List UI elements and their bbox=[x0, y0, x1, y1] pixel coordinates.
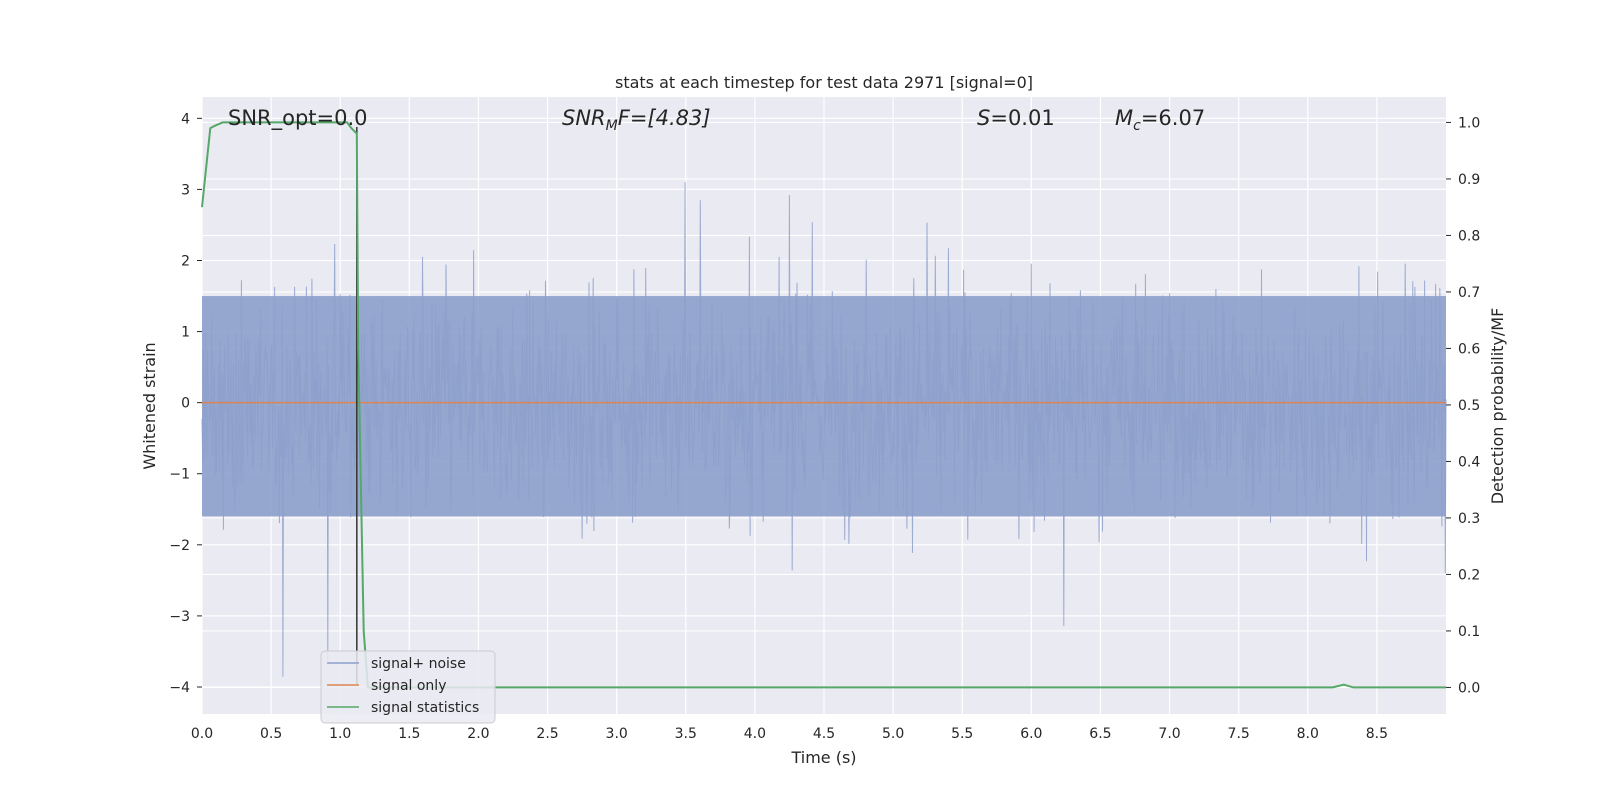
annotation-s: S=0.01 bbox=[977, 106, 1055, 130]
y-tick-label-left: 0 bbox=[181, 396, 190, 412]
x-tick-label: 1.5 bbox=[398, 726, 420, 742]
s-main: S bbox=[977, 106, 990, 130]
x-tick-label: 3.5 bbox=[675, 726, 697, 742]
x-tick-label: 6.5 bbox=[1089, 726, 1111, 742]
mc-rest: =6.07 bbox=[1141, 106, 1205, 130]
legend-box bbox=[320, 650, 496, 724]
snr-mf-rest: F=[4.83] bbox=[618, 106, 711, 130]
x-tick-label: 6.0 bbox=[1020, 726, 1042, 742]
y-tick-label-left: 1 bbox=[181, 325, 190, 341]
x-tick-label: 3.0 bbox=[606, 726, 628, 742]
y-tick-label-right: 0.4 bbox=[1458, 454, 1480, 470]
snr-mf-sub: M bbox=[606, 118, 618, 134]
x-tick-label: 5.5 bbox=[951, 726, 973, 742]
y-tick-label-right: 1.0 bbox=[1458, 115, 1480, 131]
annotation-snr-mf: SNRMF=[4.83] bbox=[562, 106, 711, 134]
annotation-snr-opt: SNR_opt=0.0 bbox=[228, 106, 368, 131]
mc-sub: c bbox=[1133, 118, 1141, 134]
y-tick-label-left: −4 bbox=[169, 680, 190, 696]
x-tick-label: 2.5 bbox=[536, 726, 558, 742]
y-tick-label-right: 0.8 bbox=[1458, 228, 1480, 244]
noise-core-band bbox=[202, 296, 1446, 517]
y-tick-label-right: 0.5 bbox=[1458, 398, 1480, 414]
x-tick-label: 1.0 bbox=[329, 726, 351, 742]
noise-series bbox=[201, 181, 1447, 677]
ticks: 0.0 0.5 1.0 1.5 2.0 2.5 3.0 3.5 4.0 4.5 5.0 5.5 6.0 6… bbox=[169, 111, 1480, 742]
y-tick-label-left: −1 bbox=[169, 467, 190, 483]
y-tick-label-left: −2 bbox=[169, 538, 190, 554]
legend: signal+ noise signal only signal statist… bbox=[320, 650, 496, 724]
x-tick-label: 2.0 bbox=[467, 726, 489, 742]
y-tick-label-right: 0.7 bbox=[1458, 285, 1480, 301]
y-tick-label-left: 3 bbox=[181, 182, 190, 198]
x-tick-label: 4.0 bbox=[744, 726, 766, 742]
y-tick-label-right: 0.9 bbox=[1458, 172, 1480, 188]
y-tick-label-right: 0.1 bbox=[1458, 624, 1480, 640]
legend-label-noise: signal+ noise bbox=[371, 656, 466, 672]
x-tick-label: 8.5 bbox=[1366, 726, 1388, 742]
x-tick-label: 5.0 bbox=[882, 726, 904, 742]
legend-label-signal: signal only bbox=[371, 678, 446, 694]
mc-main: M bbox=[1115, 106, 1133, 130]
x-tick-label: 4.5 bbox=[813, 726, 835, 742]
s-rest: =0.01 bbox=[990, 106, 1054, 130]
y-axis-label-right: Detection probability/MF bbox=[1488, 308, 1507, 505]
y-tick-label-left: 2 bbox=[181, 253, 190, 269]
y-tick-label-left: 4 bbox=[181, 111, 190, 127]
y-tick-label-right: 0.6 bbox=[1458, 341, 1480, 357]
x-tick-label: 0.0 bbox=[191, 726, 213, 742]
y-tick-label-right: 0.0 bbox=[1458, 680, 1480, 696]
y-axis-label-left: Whitened strain bbox=[140, 342, 159, 469]
y-tick-label-right: 0.2 bbox=[1458, 567, 1480, 583]
chart-title: stats at each timestep for test data 297… bbox=[615, 73, 1033, 92]
x-tick-label: 7.0 bbox=[1158, 726, 1180, 742]
annotation-mc: Mc=6.07 bbox=[1115, 106, 1205, 134]
y-tick-label-left: −3 bbox=[169, 609, 190, 625]
x-tick-label: 0.5 bbox=[260, 726, 282, 742]
y-tick-label-right: 0.3 bbox=[1458, 511, 1480, 527]
snr-mf-main: SNR bbox=[562, 106, 606, 130]
x-axis-label: Time (s) bbox=[790, 748, 856, 767]
x-tick-label: 8.0 bbox=[1297, 726, 1319, 742]
x-tick-label: 7.5 bbox=[1228, 726, 1250, 742]
legend-label-stats: signal statistics bbox=[371, 700, 479, 716]
